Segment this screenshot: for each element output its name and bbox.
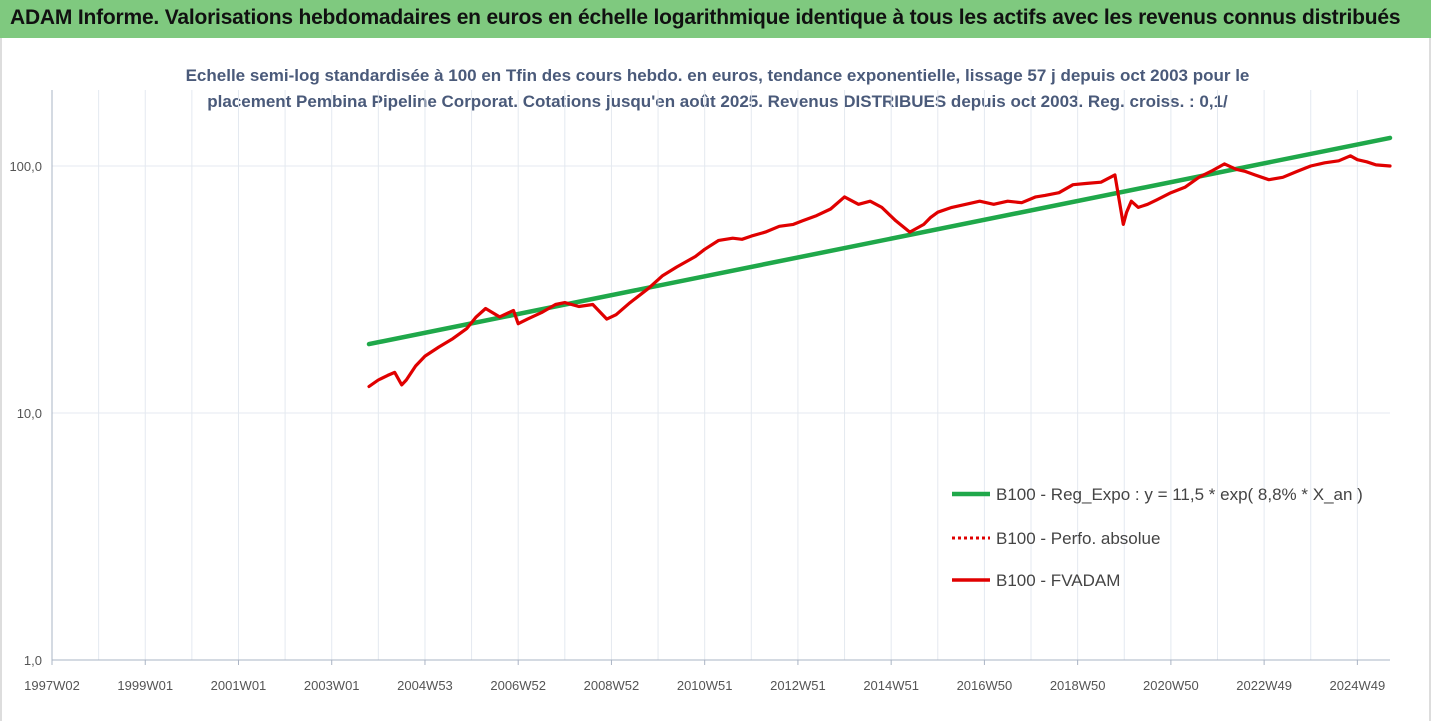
x-axis: 1997W02 1999W01 2001W01 2003W01 2004W53 2006W… <box>24 659 1390 693</box>
y-tick-label: 100,0 <box>9 159 42 174</box>
x-tick-label: 2018W50 <box>1050 678 1106 693</box>
chart-title-line1: Echelle semi-log standardisée à 100 en T… <box>185 66 1250 85</box>
x-tick-label: 1997W02 <box>24 678 80 693</box>
report-header: ADAM Informe. Valorisations hebdomadaire… <box>0 0 1431 39</box>
grid-lines <box>51 90 1390 661</box>
report-title: ADAM Informe. Valorisations hebdomadaire… <box>10 6 1401 29</box>
chart-title-line2: placement Pembina Pipeline Corporat. Cot… <box>207 92 1228 111</box>
x-tick-label: 2010W51 <box>677 678 733 693</box>
x-tick-label: 2003W01 <box>304 678 360 693</box>
x-tick-label: 2008W52 <box>584 678 640 693</box>
series-line-regression <box>366 135 1393 347</box>
x-tick-label: 2004W53 <box>397 678 453 693</box>
x-tick-label: 2006W52 <box>490 678 546 693</box>
x-tick-label: 1999W01 <box>117 678 173 693</box>
y-tick-label: 10,0 <box>17 406 42 421</box>
x-tick-label: 2014W51 <box>863 678 919 693</box>
legend-label: B100 - Perfo. absolue <box>996 529 1160 548</box>
x-tick-label: 2022W49 <box>1236 678 1292 693</box>
y-tick-label: 1,0 <box>24 653 42 668</box>
y-axis: 1,0 10,0 100,0 <box>9 90 53 668</box>
series-line-fvadam <box>367 154 1392 389</box>
legend-label: B100 - Reg_Expo : y = 11,5 * exp( 8,8% *… <box>996 485 1363 504</box>
x-tick-label: 2016W50 <box>957 678 1013 693</box>
x-tick-label: 2001W01 <box>211 678 267 693</box>
series-lines <box>366 135 1393 389</box>
legend: B100 - Reg_Expo : y = 11,5 * exp( 8,8% *… <box>952 485 1363 590</box>
x-tick-label: 2012W51 <box>770 678 826 693</box>
x-tick-label: 2020W50 <box>1143 678 1199 693</box>
legend-label: B100 - FVADAM <box>996 571 1120 590</box>
x-tick-label: 2024W49 <box>1330 678 1386 693</box>
